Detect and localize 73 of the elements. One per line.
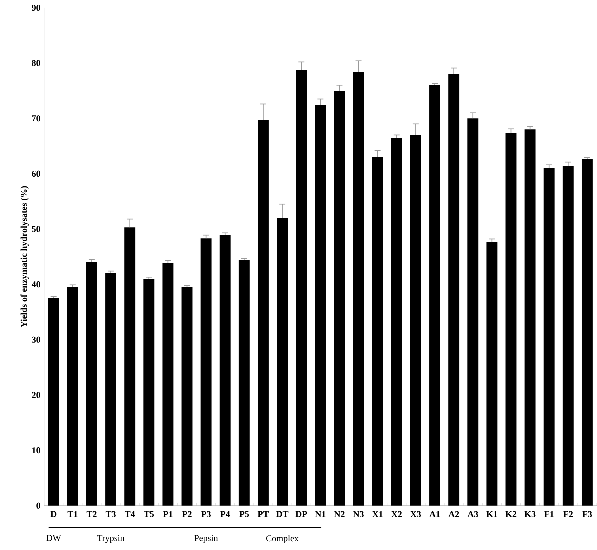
x-tick-label: P1 [163,512,173,518]
x-tick-label: F3 [582,512,592,518]
bar [238,260,250,506]
x-tick-label: N2 [334,512,345,518]
bar [486,242,498,506]
text: Trypsin [97,535,125,544]
x-tick-label: A2 [448,512,460,518]
x-tick-label: A1 [430,512,440,518]
x-tick-label: A3 [468,512,478,518]
y-tick-label: 40 [32,282,40,288]
bar [334,91,346,506]
bar [524,130,536,506]
x-tick-label: P2 [182,512,192,518]
x-tick-label: T1 [68,512,78,518]
x-tick-label: N1 [315,512,326,518]
y-tick-label: 20 [32,392,40,398]
bar [582,160,593,506]
bar [562,166,574,506]
text: Complex [266,535,299,544]
x-tick-label: T3 [106,512,116,518]
bar [200,238,212,506]
x-tick-label: P3 [201,512,211,518]
bar [220,236,231,506]
y-tick-label: 0 [36,503,40,510]
text: Pepsin [194,535,218,544]
bar [277,218,288,506]
y-tick-label: 30 [32,337,40,344]
x-tick-label: F2 [564,512,573,518]
bar [353,72,364,506]
bar [48,298,60,506]
bar [468,118,479,506]
x-tick-label: N3 [353,512,364,518]
x-tick-label: K1 [486,512,498,518]
bar [544,168,555,506]
bar [506,134,517,506]
x-tick-label: F1 [544,512,554,518]
x-tick-label: X2 [392,512,402,518]
y-axis-title: Yields of enzymatic hydrolysates (%) [20,186,29,328]
bar [448,74,460,506]
bar [315,106,326,506]
text: DW [46,535,62,542]
y-tick-label: 80 [32,60,40,66]
bar [372,158,384,506]
x-tick-label: P5 [240,512,250,518]
bar [296,70,308,506]
bar [144,279,155,506]
bar [182,288,193,506]
bar [86,262,98,506]
y-tick-label: 10 [32,448,40,454]
x-tick-label: T2 [86,512,97,518]
bar [430,86,440,506]
x-tick-label: DT [276,512,289,518]
x-tick-label: X3 [410,512,422,518]
x-tick-label: T5 [144,512,154,518]
y-tick-label: 70 [32,116,40,122]
y-tick-label: 90 [32,5,40,12]
bar [124,228,136,506]
x-tick-label: X1 [372,512,383,518]
x-tick-label: DP [296,512,308,518]
bar [410,135,422,506]
x-tick-label: P4 [220,512,230,518]
bar [106,274,116,506]
bar [67,288,78,506]
y-tick-label: 60 [32,171,40,178]
bar [391,138,402,506]
x-tick-label: K2 [506,512,517,518]
x-tick-label: PT [258,512,270,518]
x-tick-label: D [50,512,57,518]
x-tick-label: K3 [524,512,536,518]
bar [162,263,174,506]
bar [258,120,269,506]
x-tick-label: T4 [124,512,136,518]
y-tick-label: 50 [32,226,40,232]
